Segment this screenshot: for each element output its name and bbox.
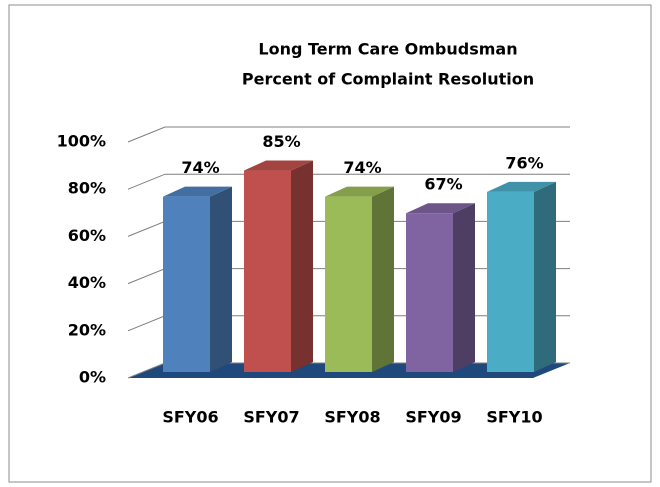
x-tick-label: SFY09 [405, 408, 461, 427]
y-tick-label: 60% [68, 226, 106, 245]
chart-title: Percent of Complaint Resolution [242, 70, 534, 89]
y-tick-label: 0% [79, 368, 106, 387]
x-tick-label: SFY06 [162, 408, 218, 427]
bar-top [487, 181, 556, 192]
bar [163, 196, 210, 372]
bar-side [372, 186, 394, 372]
bar-top [406, 203, 475, 214]
grid-line [127, 126, 570, 143]
value-label: 76% [505, 153, 543, 172]
grid-line [127, 173, 570, 190]
bar-top [325, 186, 394, 197]
bar [487, 191, 534, 372]
x-tick-label: SFY07 [243, 408, 299, 427]
y-tick-label: 40% [68, 273, 106, 292]
bar-side [291, 160, 313, 372]
y-tick-label: 80% [68, 179, 106, 198]
x-tick-label: SFY10 [486, 408, 542, 427]
bar-top [244, 160, 313, 171]
bar [325, 196, 372, 372]
chart-title: Long Term Care Ombudsman [258, 40, 517, 59]
y-tick-label: 20% [68, 320, 106, 339]
bar [244, 170, 291, 372]
value-label: 74% [181, 158, 219, 177]
bar-top [163, 186, 232, 197]
bar [406, 213, 453, 372]
value-label: 85% [262, 132, 300, 151]
y-tick-label: 100% [57, 132, 106, 151]
bar-side [534, 181, 556, 372]
value-label: 67% [424, 175, 462, 194]
value-label: 74% [343, 158, 381, 177]
x-tick-label: SFY08 [324, 408, 380, 427]
bar-side [453, 203, 475, 372]
bar-side [210, 186, 232, 372]
